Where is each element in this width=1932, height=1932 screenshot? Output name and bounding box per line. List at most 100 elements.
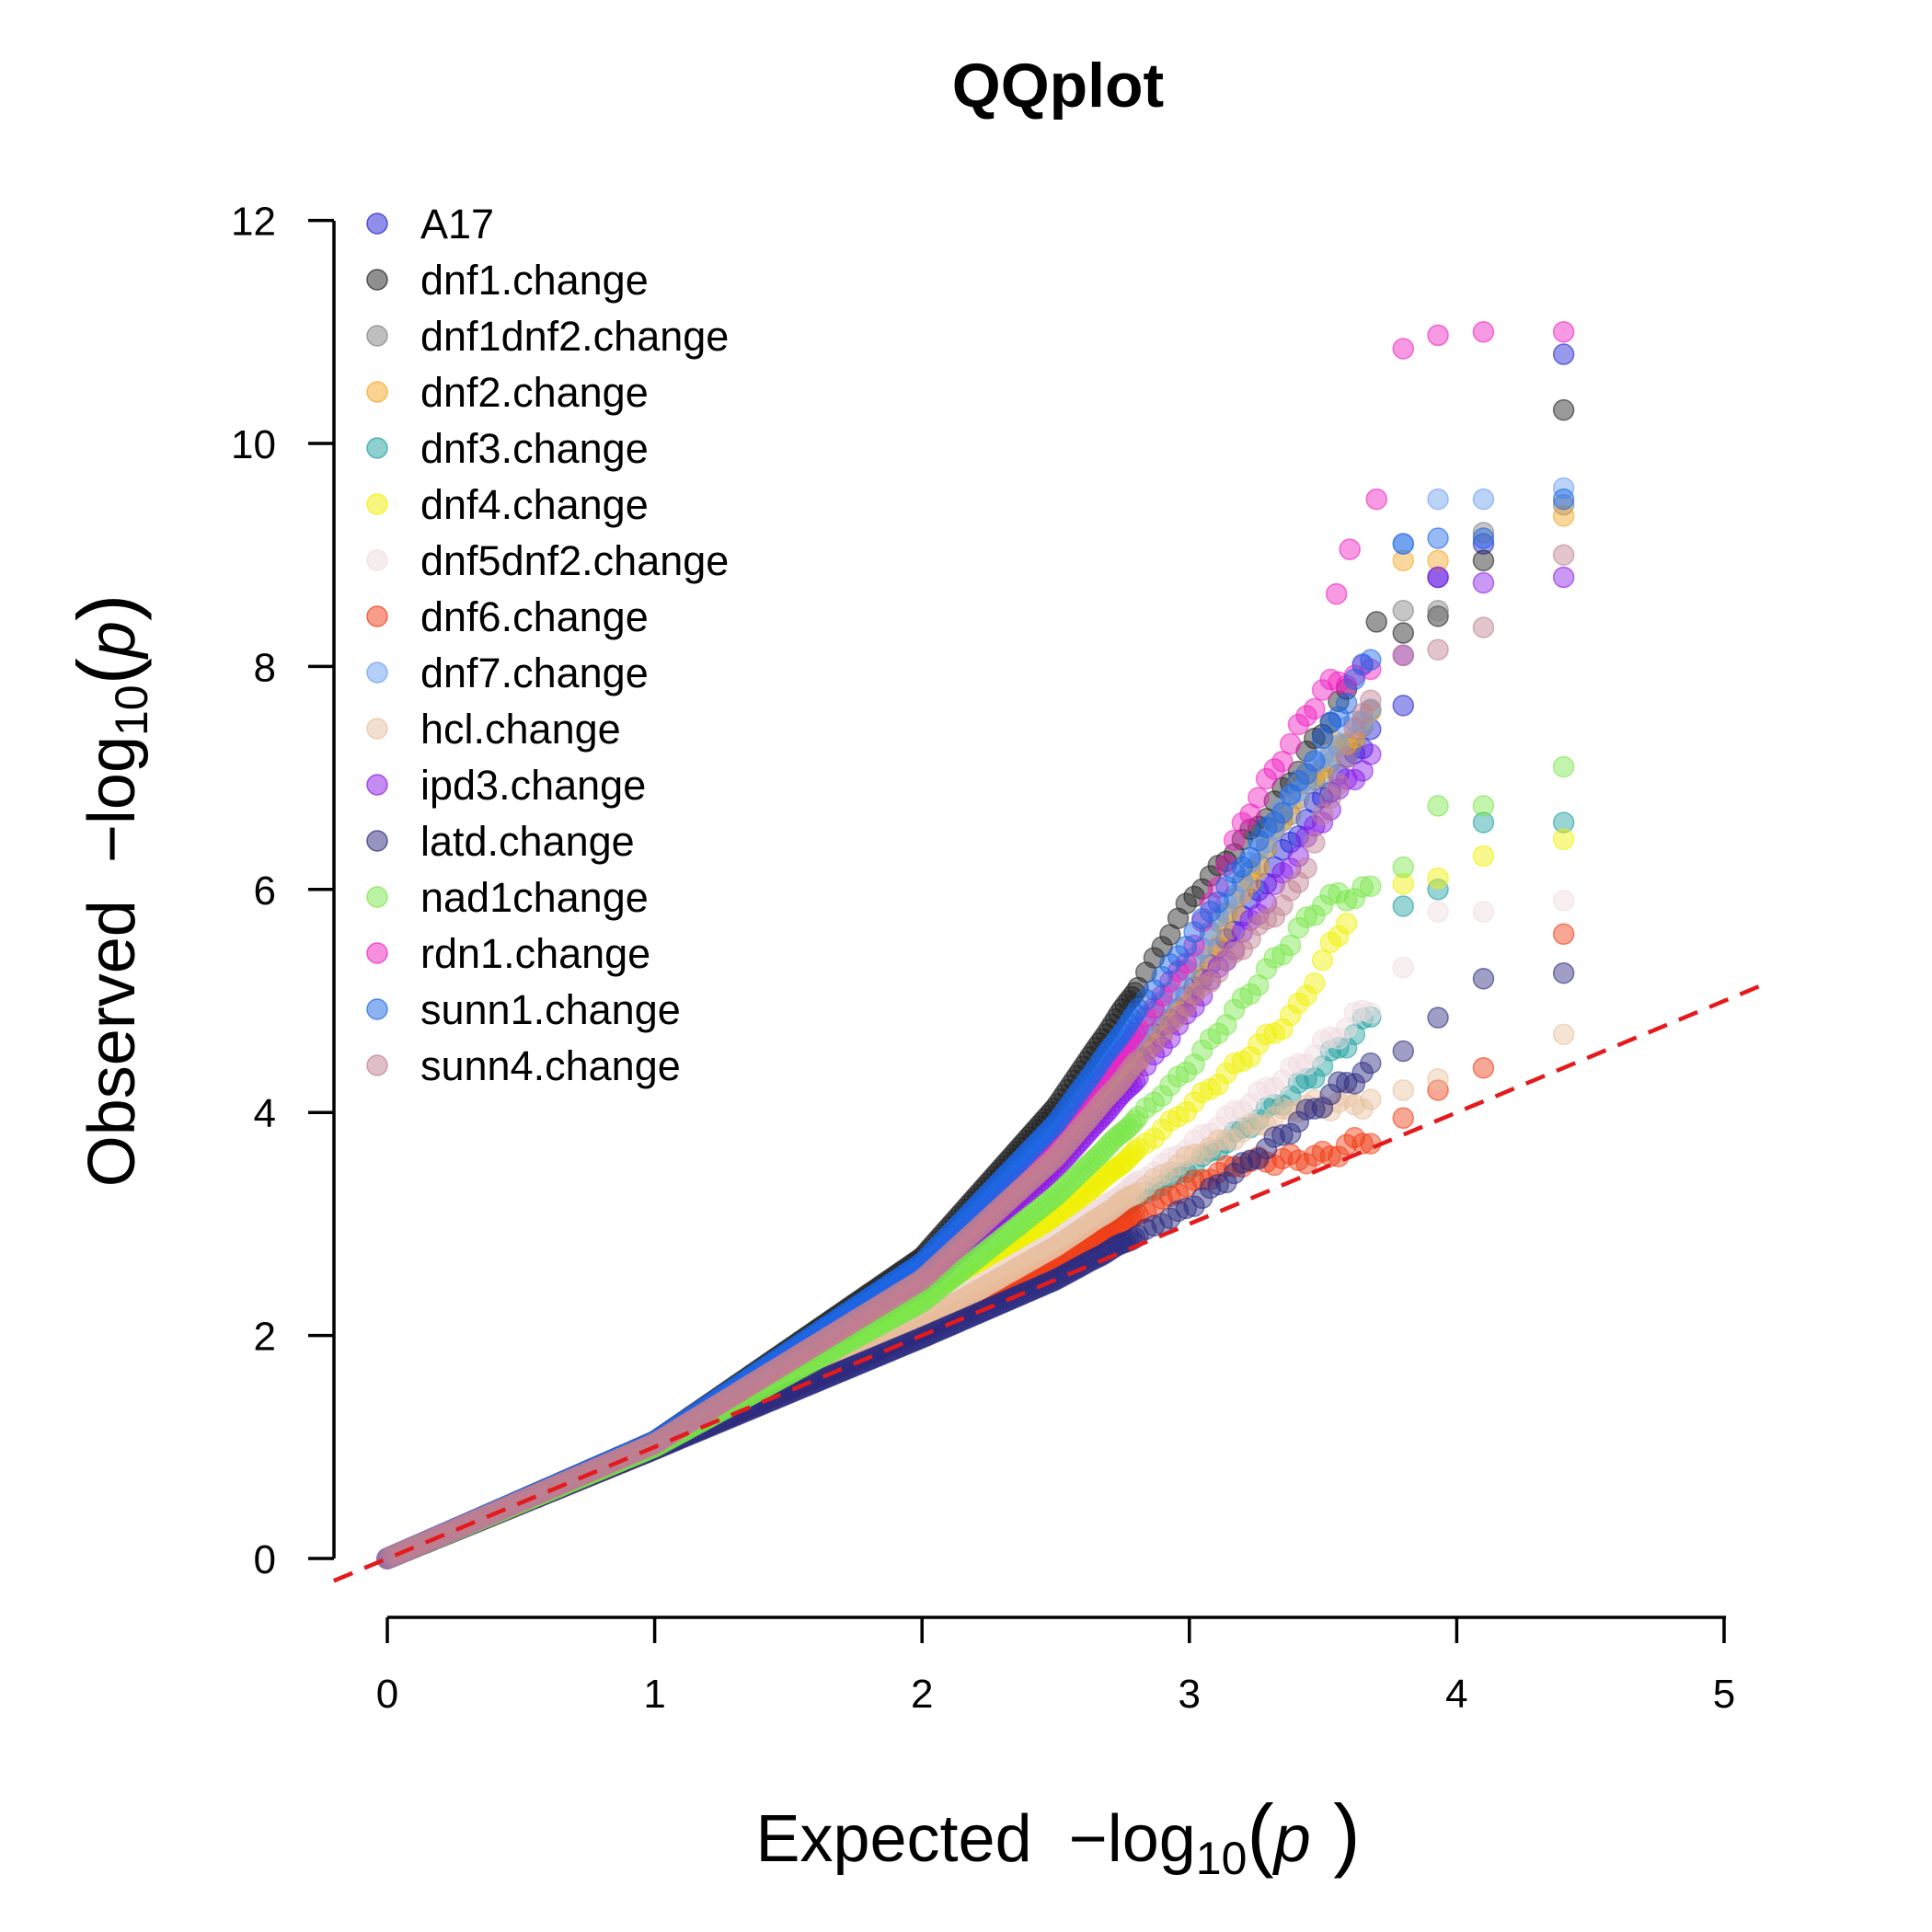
data-point xyxy=(1304,832,1326,854)
legend-marker xyxy=(366,774,388,796)
legend-marker xyxy=(366,381,388,403)
data-point xyxy=(1552,398,1575,421)
data-point xyxy=(1392,622,1415,644)
data-point xyxy=(1552,544,1575,566)
data-point xyxy=(1427,1006,1449,1029)
data-point xyxy=(1427,488,1449,511)
legend-item: latd.change xyxy=(366,818,635,865)
legend-item: sunn1.change xyxy=(366,986,681,1033)
x-tick-label: 5 xyxy=(1713,1672,1735,1717)
y-tick-label: 12 xyxy=(231,200,276,245)
x-tick-label: 1 xyxy=(643,1672,665,1717)
legend-item: dnf6.change xyxy=(366,593,649,640)
data-point xyxy=(1360,1052,1382,1075)
data-point xyxy=(1392,600,1415,622)
data-point xyxy=(1552,890,1575,912)
data-point xyxy=(1472,488,1495,511)
y-tick-label: 0 xyxy=(254,1537,276,1582)
x-tick-label: 3 xyxy=(1179,1672,1201,1717)
data-point xyxy=(1552,321,1575,343)
data-point xyxy=(1427,638,1449,661)
points-layer xyxy=(376,321,1575,1570)
y-tick-label: 8 xyxy=(254,645,276,690)
x-axis-title-arg: p xyxy=(1272,1802,1311,1876)
legend-marker xyxy=(366,549,388,571)
legend-label: dnf2.change xyxy=(420,369,649,416)
data-point xyxy=(1360,875,1382,898)
data-point xyxy=(1295,857,1317,880)
data-point xyxy=(1392,856,1415,879)
data-point xyxy=(1335,746,1358,769)
y-axis-title-log: log xyxy=(75,736,149,824)
data-point xyxy=(1392,338,1415,360)
legend-item: dnf2.change xyxy=(366,369,649,416)
legend-label: dnf5dnf2.change xyxy=(420,537,729,584)
legend-label: dnf1.change xyxy=(420,257,649,304)
legend-item: nad1change xyxy=(366,874,649,921)
data-point xyxy=(1552,493,1575,516)
data-point xyxy=(1472,549,1495,572)
data-point xyxy=(1427,527,1449,549)
data-point xyxy=(1271,801,1294,824)
legend-marker xyxy=(366,1054,388,1076)
data-point xyxy=(1427,600,1449,622)
data-point xyxy=(1472,901,1495,923)
legend-label: rdn1.change xyxy=(420,930,650,977)
legend-item: dnf4.change xyxy=(366,481,649,528)
data-point xyxy=(1392,1040,1415,1063)
data-point xyxy=(1427,566,1449,589)
legend-label: dnf4.change xyxy=(420,481,649,528)
legend-marker xyxy=(366,493,388,515)
legend-item: dnf5dnf2.change xyxy=(366,537,729,584)
x-axis-title-base: 10 xyxy=(1196,1833,1248,1884)
data-point xyxy=(1552,343,1575,365)
data-point xyxy=(1271,838,1294,861)
data-point xyxy=(1183,885,1205,908)
data-point xyxy=(1552,1023,1575,1046)
y-tick-label: 6 xyxy=(254,868,276,914)
data-point xyxy=(1472,1056,1495,1079)
legend-marker xyxy=(366,269,388,291)
x-tick-label: 2 xyxy=(911,1672,933,1717)
data-point xyxy=(1248,787,1270,809)
x-tick-label: 4 xyxy=(1445,1672,1467,1717)
legend-label: dnf3.change xyxy=(420,425,649,472)
legend-item: dnf1.change xyxy=(366,257,649,304)
legend-label: dnf7.change xyxy=(420,650,649,696)
data-point xyxy=(1365,488,1387,511)
data-point xyxy=(1360,1002,1382,1024)
data-point xyxy=(1360,689,1382,711)
data-point xyxy=(1552,828,1575,851)
data-point xyxy=(1472,795,1495,817)
legend-item: ipd3.change xyxy=(366,762,646,809)
legend-item: sunn4.change xyxy=(366,1042,681,1089)
legend-item: dnf1dnf2.change xyxy=(366,313,729,360)
data-point xyxy=(1427,901,1449,923)
legend-item: hcl.change xyxy=(366,706,621,753)
legend-label: latd.change xyxy=(420,818,635,865)
data-point xyxy=(1325,582,1348,605)
legend-label: sunn4.change xyxy=(420,1042,681,1089)
data-point xyxy=(1392,695,1415,717)
y-axis-title-arg: p xyxy=(75,621,149,660)
y-axis-title: Observed −log10(p) xyxy=(61,594,157,1188)
data-point xyxy=(1335,912,1358,935)
data-point xyxy=(1427,605,1449,627)
legend-label: hcl.change xyxy=(420,706,621,753)
data-point xyxy=(1392,644,1415,667)
data-point xyxy=(1392,533,1415,555)
data-point xyxy=(1304,750,1326,772)
y-axis-ticks: 0 2 4 6 8 10 12 xyxy=(231,200,334,1582)
legend-marker xyxy=(366,998,388,1020)
y-axis-title-prefix: Observed xyxy=(75,900,149,1187)
data-point xyxy=(1360,649,1382,671)
legend-marker xyxy=(366,942,388,964)
data-point xyxy=(1552,923,1575,946)
data-point xyxy=(1328,773,1350,796)
legend-label: ipd3.change xyxy=(420,762,646,809)
x-axis-title-log: log xyxy=(1108,1802,1196,1876)
legend-marker xyxy=(366,830,388,852)
x-axis-ticks: 0 1 2 3 4 5 xyxy=(376,1617,1735,1717)
data-point xyxy=(1552,488,1575,511)
legend-label: A17 xyxy=(420,201,494,247)
